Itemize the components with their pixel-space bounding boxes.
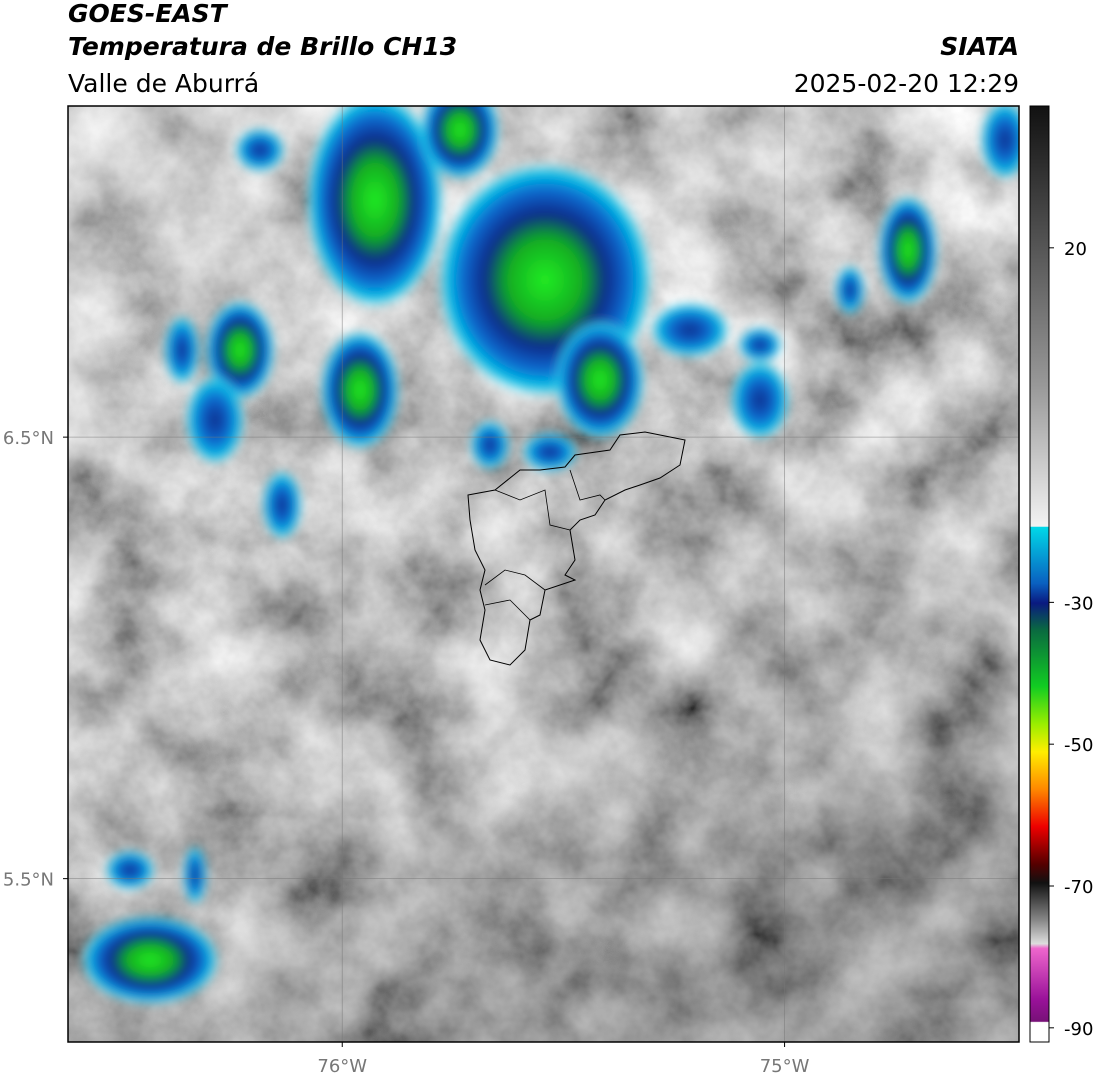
colorbar [1029,105,1050,1043]
source: SIATA [940,32,1019,61]
municipal-boundary [484,569,546,591]
colorbar-tick-label: 20 [1064,239,1087,260]
municipal-boundary [494,489,571,531]
colorbar-tick-label: -70 [1064,877,1093,898]
colorbar-tick-label: -90 [1064,1019,1093,1040]
subtitle: Temperatura de Brillo CH13 [68,32,457,61]
colorbar-tick-label: -30 [1064,593,1093,614]
valley-boundary [467,431,686,666]
colorbar-tick-label: -50 [1064,735,1093,756]
map [68,106,1019,1042]
grid [68,106,1019,1042]
map-frame [67,105,1020,1043]
y-tick-label: 6.5°N [3,428,54,449]
cold-clouds [80,106,1019,1005]
region: Valle de Aburrá [68,69,259,98]
x-tick-label: 76°W [317,1056,367,1077]
colorbar-ticks: 20 -30 -50 -70 -90 [1049,239,1093,1040]
x-tick-label: 75°W [760,1056,810,1077]
municipal-boundary [484,599,531,621]
title: GOES-EAST [68,0,229,28]
y-tick-label: 5.5°N [3,870,54,891]
municipal-boundary [569,469,606,501]
timestamp: 2025-02-20 12:29 [794,69,1019,98]
